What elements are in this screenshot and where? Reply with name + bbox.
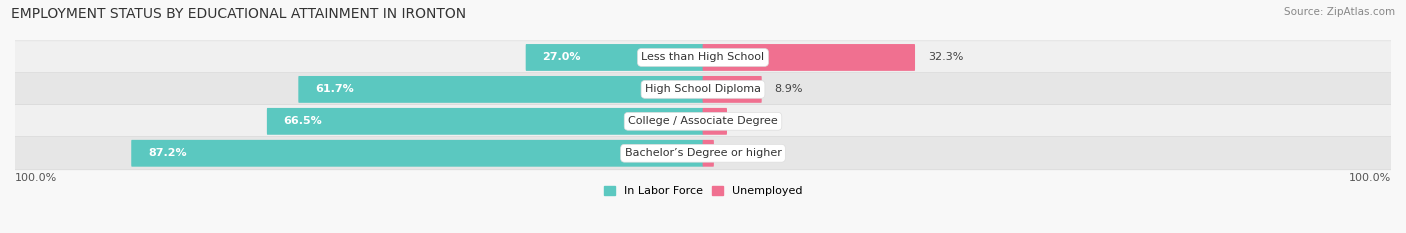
Text: 100.0%: 100.0% [1348,173,1391,183]
Text: High School Diploma: High School Diploma [645,84,761,94]
Text: 32.3%: 32.3% [928,52,963,62]
Text: 8.9%: 8.9% [775,84,803,94]
Text: Less than High School: Less than High School [641,52,765,62]
FancyBboxPatch shape [526,44,703,71]
FancyBboxPatch shape [131,140,703,167]
Text: 1.6%: 1.6% [727,148,755,158]
Text: College / Associate Degree: College / Associate Degree [628,116,778,126]
Text: Source: ZipAtlas.com: Source: ZipAtlas.com [1284,7,1395,17]
FancyBboxPatch shape [703,76,762,103]
FancyBboxPatch shape [703,140,714,167]
Text: EMPLOYMENT STATUS BY EDUCATIONAL ATTAINMENT IN IRONTON: EMPLOYMENT STATUS BY EDUCATIONAL ATTAINM… [11,7,467,21]
Text: Bachelor’s Degree or higher: Bachelor’s Degree or higher [624,148,782,158]
FancyBboxPatch shape [14,137,1392,170]
FancyBboxPatch shape [14,105,1392,138]
Legend: In Labor Force, Unemployed: In Labor Force, Unemployed [603,186,803,196]
Text: 3.6%: 3.6% [740,116,768,126]
FancyBboxPatch shape [14,73,1392,106]
FancyBboxPatch shape [703,108,727,135]
Text: 66.5%: 66.5% [284,116,322,126]
Text: 100.0%: 100.0% [15,173,58,183]
Text: 27.0%: 27.0% [543,52,581,62]
Text: 61.7%: 61.7% [315,84,354,94]
FancyBboxPatch shape [703,44,915,71]
FancyBboxPatch shape [267,108,703,135]
FancyBboxPatch shape [14,41,1392,74]
Text: 87.2%: 87.2% [148,148,187,158]
FancyBboxPatch shape [298,76,703,103]
